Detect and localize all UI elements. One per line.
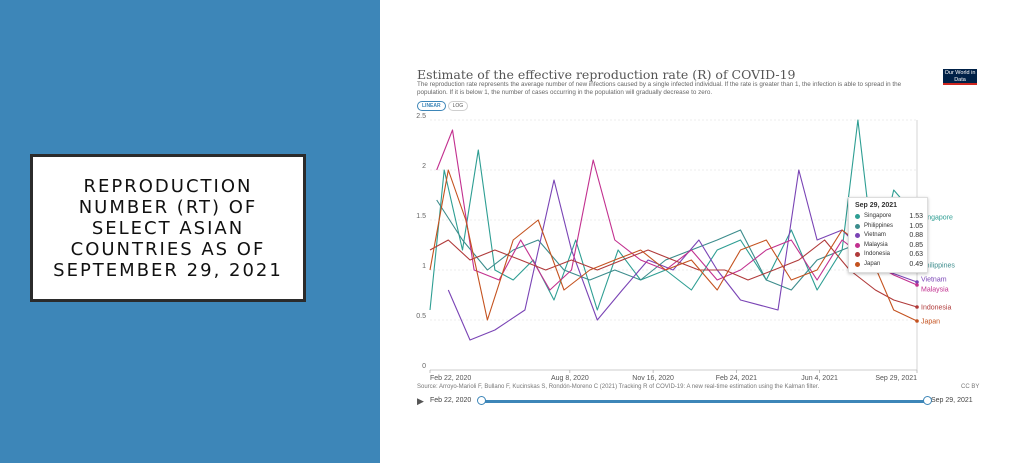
tooltip-row: Vietnam 0.88 — [855, 232, 923, 241]
tooltip-country: Japan — [864, 260, 881, 267]
slide-title-box: REPRODUCTION NUMBER (RT) OF SELECT ASIAN… — [30, 154, 306, 302]
series-line-vietnam — [447, 169, 918, 341]
end-label-indonesia: Indonesia — [921, 305, 951, 312]
chart-tooltip: Sep 29, 2021 Singapore 1.53 Philippines … — [848, 197, 928, 273]
chart-subtitle: The reproduction rate represents the ave… — [417, 81, 902, 96]
tooltip-country: Vietnam — [864, 232, 886, 238]
timeline-start-handle[interactable] — [477, 396, 486, 405]
x-tick-label: Aug 8, 2020 — [551, 375, 589, 382]
x-tick-label: Feb 22, 2020 — [430, 375, 471, 382]
play-icon[interactable]: ▶ — [417, 396, 424, 406]
chart-title: Estimate of the effective reproduction r… — [417, 67, 796, 82]
chart-card: Estimate of the effective reproduction r… — [405, 60, 985, 410]
x-tick-label: Jun 4, 2021 — [801, 375, 838, 382]
end-label-japan: Japan — [921, 319, 940, 326]
series-line-indonesia — [429, 239, 918, 308]
slide-title: REPRODUCTION NUMBER (RT) OF SELECT ASIAN… — [53, 175, 283, 281]
timeline-track[interactable] — [480, 400, 926, 403]
y-tick-label: 0 — [422, 363, 426, 370]
end-label-singapore: Singapore — [921, 215, 953, 222]
tooltip-row: Japan 0.49 — [855, 261, 923, 270]
tooltip-value: 0.85 — [909, 241, 923, 249]
tooltip-dot — [855, 242, 860, 248]
y-tick-label: 2 — [422, 163, 426, 170]
y-tick-label: 1.5 — [416, 213, 426, 220]
timeline-start-label: Feb 22, 2020 — [430, 397, 472, 404]
tooltip-dot — [855, 214, 860, 219]
chart-plot[interactable]: 0 0.5 1 1.5 2 2.5 Feb 22, 2020 Aug 8, 2020 Nov 1… — [405, 60, 985, 395]
linear-scale-button[interactable]: LINEAR — [417, 101, 446, 111]
tooltip-value: 1.05 — [909, 222, 923, 230]
timeline-end-label: Sep 29, 2021 — [931, 397, 973, 404]
end-label-vietnam: Vietnam — [921, 277, 947, 284]
series-line-singapore — [429, 119, 918, 311]
tooltip-row: Philippines 1.05 — [855, 223, 923, 232]
series-line-japan — [429, 169, 918, 322]
tooltip-row: Malaysia 0.85 — [855, 242, 923, 251]
end-point-japan — [915, 319, 919, 323]
y-tick-label: 2.5 — [416, 113, 426, 120]
tooltip-country: Malaysia — [864, 241, 888, 248]
timeline-end-handle[interactable] — [923, 396, 932, 405]
source-note: Source: Arroyo-Marioli F, Bullano F, Kuc… — [417, 384, 820, 390]
end-label-malaysia: Malaysia — [921, 287, 949, 294]
owid-logo[interactable]: Our World in Data — [943, 69, 977, 85]
tooltip-dot — [855, 233, 860, 238]
log-scale-button[interactable]: LOG — [447, 101, 469, 111]
end-point-vietnam — [915, 280, 919, 284]
tooltip-country: Indonesia — [864, 251, 891, 257]
y-tick-label: 1 — [422, 263, 426, 270]
end-point-malaysia — [915, 283, 919, 287]
tooltip-row: Singapore 1.53 — [855, 213, 923, 222]
tooltip-value: 0.49 — [909, 260, 923, 268]
x-tick-label: Nov 16, 2020 — [632, 375, 674, 382]
timeline: ▶ Feb 22, 2020 Sep 29, 2021 — [415, 395, 985, 407]
tooltip-country: Singapore — [864, 213, 892, 219]
x-tick-label: Sep 29, 2021 — [875, 375, 917, 382]
left-panel: REPRODUCTION NUMBER (RT) OF SELECT ASIAN… — [0, 0, 380, 463]
tooltip-row: Indonesia 0.63 — [855, 251, 923, 260]
end-point-indonesia — [915, 305, 919, 309]
tooltip-date: Sep 29, 2021 — [855, 202, 898, 209]
tooltip-value: 0.88 — [909, 232, 923, 239]
scale-toggle: LINEAR LOG — [417, 101, 469, 111]
tooltip-value: 0.63 — [909, 251, 923, 258]
tooltip-dot — [855, 223, 860, 229]
tooltip-value: 1.53 — [909, 213, 923, 220]
tooltip-dot — [855, 261, 860, 267]
series-line-philippines — [436, 199, 918, 291]
license-link[interactable]: CC BY — [961, 384, 980, 390]
x-tick-label: Feb 24, 2021 — [716, 375, 757, 382]
tooltip-dot — [855, 252, 860, 257]
end-label-philippines: Philippines — [921, 263, 955, 270]
y-tick-label: 0.5 — [416, 313, 426, 320]
tooltip-country: Philippines — [864, 222, 894, 229]
